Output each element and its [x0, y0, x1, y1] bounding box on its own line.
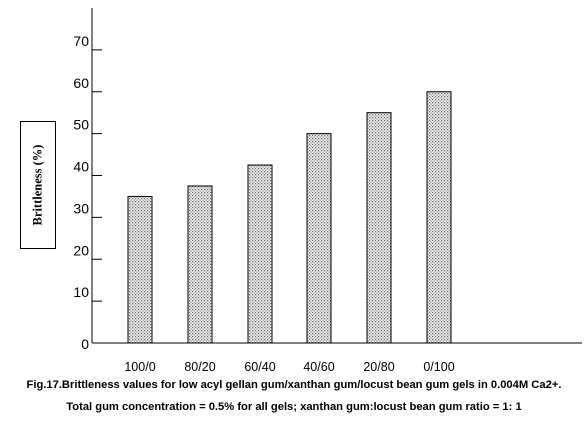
figure-caption-line-2: Total gum concentration = 0.5% for all g… [66, 401, 522, 413]
y-tick-label: 10 [73, 284, 89, 300]
y-tick-label: 40 [73, 159, 89, 175]
bar-40-60 [306, 133, 332, 344]
y-tick-label: 20 [73, 242, 89, 258]
y-axis-label: Brittleness (%) [30, 144, 45, 226]
x-category-label: 80/20 [184, 360, 215, 374]
x-category-label: 0/100 [423, 360, 454, 374]
x-category-label: 40/60 [303, 360, 334, 374]
bar-80-20 [187, 185, 213, 344]
x-category-label: 100/0 [124, 360, 155, 374]
y-tick-label: 50 [73, 117, 89, 133]
y-tick-label: 60 [73, 75, 89, 91]
bar-0-100 [426, 91, 452, 344]
bar-100-0 [127, 195, 153, 344]
y-tick-label: 30 [73, 200, 89, 216]
figure-caption-line-1: Fig.17.Brittleness values for low acyl g… [26, 379, 562, 391]
y-axis-label-box: Brittleness (%) [20, 121, 56, 249]
y-tick-label: 70 [73, 33, 89, 49]
bar-60-40 [247, 164, 273, 344]
x-category-label: 20/80 [363, 360, 394, 374]
x-category-label: 60/40 [244, 360, 275, 374]
y-tick-label: 0 [81, 336, 89, 352]
bar-20-80 [366, 112, 392, 344]
